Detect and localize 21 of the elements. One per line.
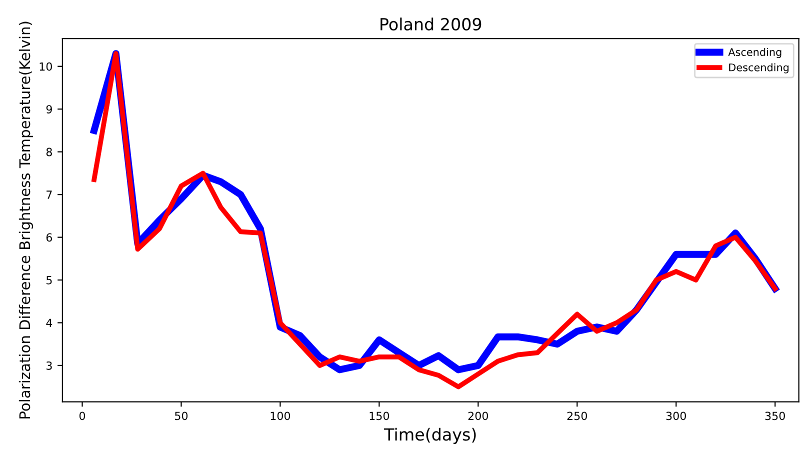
x-tick-label: 250 [567, 412, 587, 420]
x-tick-label: 200 [468, 412, 488, 420]
y-tick-label: 5 [46, 276, 52, 284]
x-tick-label: 0 [79, 412, 86, 420]
legend-label: Descending [729, 63, 789, 74]
x-tick-label: 50 [175, 412, 188, 420]
y-axis-title: Polarization Difference Brightness Temperature(Kelvin) [18, 22, 34, 418]
y-tick-label: 8 [46, 148, 52, 156]
x-tick-label: 300 [666, 412, 686, 420]
x-tick-label: 100 [270, 412, 290, 420]
y-tick-label: 6 [46, 233, 52, 242]
y-tick-label: 10 [40, 62, 52, 71]
x-axis-title: Time(days) [384, 428, 476, 444]
y-tick-label: 7 [46, 190, 52, 199]
y-tick-label: 4 [46, 318, 52, 327]
chart-title: Poland 2009 [380, 18, 482, 30]
y-tick-label: 9 [46, 105, 52, 114]
legend-label: Ascending [728, 48, 782, 58]
y-tick-label: 3 [46, 361, 52, 370]
x-tick-label: 150 [370, 412, 390, 420]
x-tick-label: 350 [765, 412, 785, 420]
